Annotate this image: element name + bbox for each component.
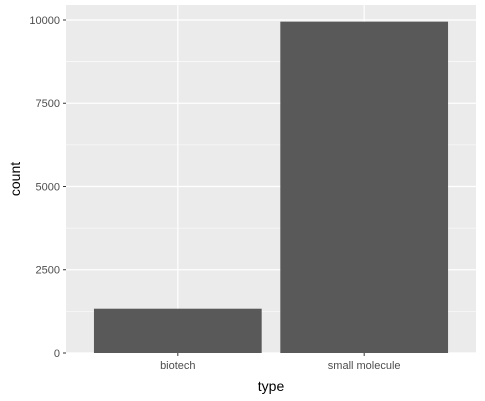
y-axis-title: count (7, 162, 23, 196)
bar-small-molecule (280, 21, 449, 353)
x-axis-title: type (258, 378, 285, 394)
y-tick-label: 7500 (36, 98, 60, 110)
y-tick-label: 5000 (36, 181, 60, 193)
y-tick-label: 0 (54, 348, 60, 360)
bars (93, 21, 449, 353)
x-tick-label: small molecule (328, 360, 401, 372)
y-tick-label: 2500 (36, 265, 60, 277)
y-axis-ticks: 0 2500 5000 7500 10000 (29, 15, 66, 360)
bar-biotech (93, 308, 262, 353)
y-tick-label: 10000 (29, 15, 60, 27)
x-axis-ticks: biotech small molecule (160, 353, 401, 372)
x-tick-label: biotech (160, 360, 195, 372)
